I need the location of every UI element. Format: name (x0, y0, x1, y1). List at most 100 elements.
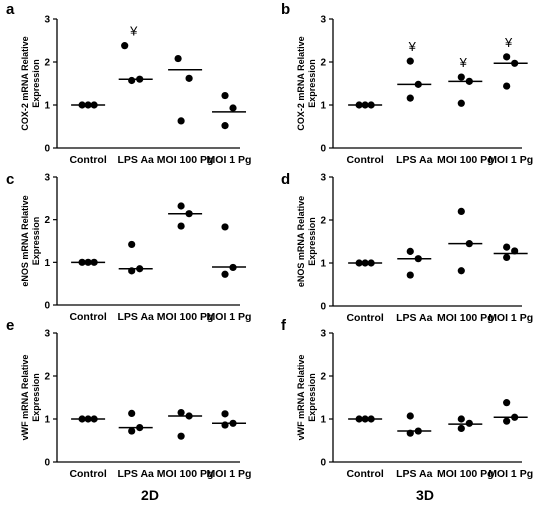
y-tick-label: 1 (44, 101, 50, 112)
data-point (177, 222, 185, 230)
data-point (414, 80, 422, 88)
data-point (229, 104, 237, 112)
data-point (511, 247, 519, 255)
column-label-3d: 3D (416, 487, 434, 503)
y-axis-label: eNOS mRNA Relative (20, 195, 30, 286)
y-tick-label: 2 (44, 58, 50, 69)
data-point (465, 77, 473, 85)
data-point (503, 82, 511, 90)
y-tick-label: 2 (44, 215, 50, 226)
y-axis-label: eNOS mRNA Relative (296, 196, 306, 287)
panel-letter-d: d (281, 171, 290, 188)
y-tick-label: 1 (44, 415, 50, 426)
data-point (221, 122, 229, 130)
data-point (406, 271, 414, 279)
data-point (367, 101, 375, 109)
y-axis-label-unit: Expression (31, 217, 41, 266)
y-tick-label: 3 (44, 15, 50, 26)
data-point (355, 101, 363, 109)
x-category-label: MOI 1 Pg (207, 154, 252, 166)
significance-marker: ¥ (459, 55, 468, 70)
data-point (221, 410, 229, 418)
y-tick-label: 1 (320, 259, 326, 270)
x-category-label: MOI 1 Pg (488, 312, 533, 324)
x-category-label: MOI 100 Pg (437, 468, 494, 480)
data-point (128, 409, 136, 418)
data-point (457, 424, 465, 433)
data-point (84, 258, 92, 266)
y-axis-label: vWF mRNA Relative (20, 355, 30, 441)
y-tick-label: 2 (320, 58, 326, 69)
x-category-label: Control (69, 154, 106, 166)
x-category-label: LPS Aa (118, 311, 155, 323)
y-tick-label: 3 (320, 329, 326, 340)
data-point (457, 267, 465, 275)
x-category-label: Control (346, 468, 383, 480)
y-tick-label: 0 (44, 458, 50, 469)
panel-letter-a: a (6, 1, 15, 18)
x-category-label: MOI 100 Pg (157, 154, 214, 166)
data-point (355, 415, 363, 423)
y-tick-label: 3 (320, 15, 326, 26)
data-point (457, 73, 465, 81)
data-point (78, 415, 86, 423)
data-point (503, 53, 511, 61)
data-point (177, 408, 185, 417)
x-category-label: MOI 1 Pg (488, 154, 533, 166)
y-axis-label-unit: Expression (31, 373, 41, 422)
y-tick-label: 0 (44, 301, 50, 312)
y-axis-label: vWF mRNA Relative (296, 355, 306, 441)
data-point (136, 265, 144, 273)
data-point (221, 91, 229, 100)
data-point (174, 54, 182, 63)
x-category-label: LPS Aa (118, 468, 155, 480)
y-tick-label: 0 (320, 302, 326, 313)
x-category-label: Control (69, 311, 106, 323)
data-point (84, 101, 92, 109)
data-point (221, 223, 229, 231)
data-point (457, 415, 465, 423)
x-category-label: MOI 100 Pg (157, 468, 214, 480)
x-category-label: MOI 100 Pg (157, 311, 214, 323)
panel-letter-f: f (281, 317, 287, 334)
data-point (406, 429, 414, 437)
y-tick-label: 1 (44, 258, 50, 269)
data-point (128, 240, 136, 249)
data-point (465, 419, 473, 427)
x-category-label: LPS Aa (396, 312, 433, 324)
data-point (406, 412, 414, 420)
data-point (465, 240, 473, 248)
significance-marker: ¥ (504, 35, 513, 50)
x-category-label: Control (346, 154, 383, 166)
y-axis-label: COX-2 mRNA Relative (20, 36, 30, 130)
data-point (185, 412, 193, 420)
y-tick-label: 0 (44, 144, 50, 155)
y-tick-label: 3 (44, 329, 50, 340)
data-point (414, 255, 422, 263)
data-point (367, 259, 375, 267)
data-point (457, 207, 465, 215)
x-category-label: LPS Aa (118, 154, 155, 166)
y-tick-label: 3 (44, 173, 50, 184)
data-point (511, 59, 519, 67)
data-point (121, 42, 129, 50)
data-point (90, 101, 98, 109)
x-category-label: MOI 1 Pg (488, 468, 533, 480)
data-point (457, 99, 465, 107)
significance-marker: ¥ (408, 39, 417, 54)
panel-letter-b: b (281, 1, 290, 18)
data-point (90, 415, 98, 423)
data-point (355, 259, 363, 267)
data-point (511, 413, 519, 421)
data-point (136, 75, 144, 83)
data-point (177, 117, 185, 125)
data-point (229, 419, 237, 427)
panel-letter-c: c (6, 171, 14, 188)
data-point (503, 417, 511, 425)
y-tick-label: 1 (320, 101, 326, 112)
y-axis-label-unit: Expression (307, 59, 317, 108)
data-point (90, 258, 98, 266)
y-tick-label: 0 (320, 144, 326, 155)
data-point (414, 427, 422, 435)
data-point (128, 267, 136, 275)
